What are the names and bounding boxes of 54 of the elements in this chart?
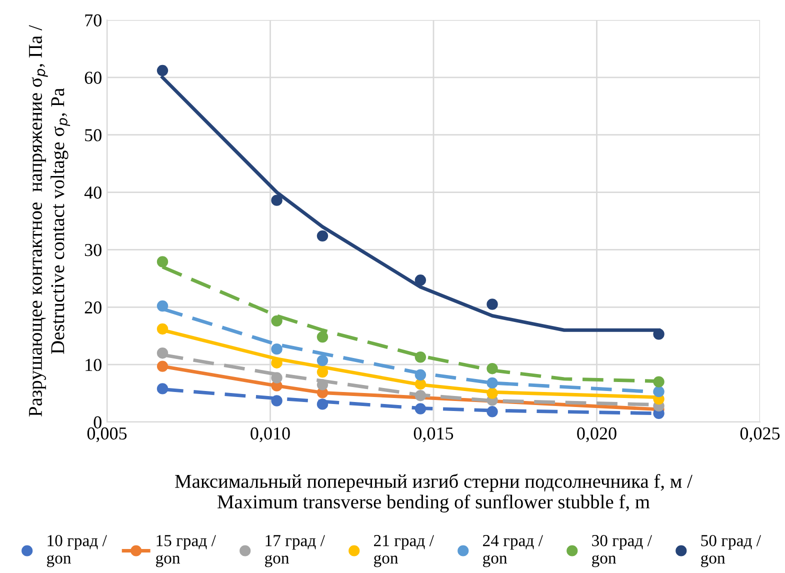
legend-label: 10 град / gon xyxy=(46,534,107,568)
text: Разрушающее контактное напряжение σ$_{p}$, Па / Destructive contact voltage σ$_{p}$, Pa xyxy=(28,25,70,416)
point xyxy=(156,360,168,372)
point xyxy=(486,298,498,310)
x-tick-label: 0,010 xyxy=(250,427,290,442)
x-tick-label: 0,015 xyxy=(414,427,454,442)
y-tick-label: 30 xyxy=(84,244,102,256)
point xyxy=(156,300,168,312)
point xyxy=(414,378,426,390)
point xyxy=(316,331,328,343)
y-tick-label: 40 xyxy=(84,186,102,199)
point xyxy=(271,372,282,384)
x-axis-title: Максимальный поперечный изгиб стерни подсолнечника f, м / Maximum transverse bending of sunflower stubble f, m xyxy=(175,474,692,512)
point xyxy=(271,395,282,406)
point xyxy=(414,390,426,402)
point xyxy=(156,323,168,335)
point xyxy=(316,398,328,410)
point xyxy=(486,388,498,399)
y-tick-label: 10 xyxy=(86,358,102,372)
point xyxy=(486,362,498,374)
point xyxy=(414,403,426,414)
point xyxy=(653,376,664,388)
x-tick-label: 0,005 xyxy=(87,427,127,442)
legend-label: 24 град / gon xyxy=(483,535,543,568)
point xyxy=(316,379,328,390)
point xyxy=(271,315,282,327)
legend-label: 30 град / gon xyxy=(592,534,652,568)
y-tick-label: 20 xyxy=(84,301,102,314)
point xyxy=(156,347,168,359)
y-tick-label: 60 xyxy=(84,72,102,84)
point xyxy=(271,194,282,206)
x-tick-label: 0,025 xyxy=(740,427,780,442)
point xyxy=(653,328,664,340)
point xyxy=(316,230,328,242)
x-tick-label: 0,020 xyxy=(577,427,616,442)
point xyxy=(486,377,498,389)
y-tick-label: 0 xyxy=(94,416,102,428)
point xyxy=(653,386,664,398)
point xyxy=(156,64,168,76)
point xyxy=(271,357,282,368)
point xyxy=(156,256,168,268)
point xyxy=(414,352,426,363)
point xyxy=(414,274,426,286)
y-tick-label: 70 xyxy=(85,14,102,26)
legend-label: 50 град / gon xyxy=(701,534,761,568)
point xyxy=(414,369,426,381)
point xyxy=(316,354,328,366)
point xyxy=(486,406,498,418)
legend-label: 15 град / gon xyxy=(156,535,216,568)
point xyxy=(271,343,282,355)
point xyxy=(156,383,168,394)
legend-label: 21 град / gon xyxy=(374,535,434,568)
legend-label: 17 град / gon xyxy=(264,535,325,568)
y-tick-label: 50 xyxy=(85,129,102,142)
